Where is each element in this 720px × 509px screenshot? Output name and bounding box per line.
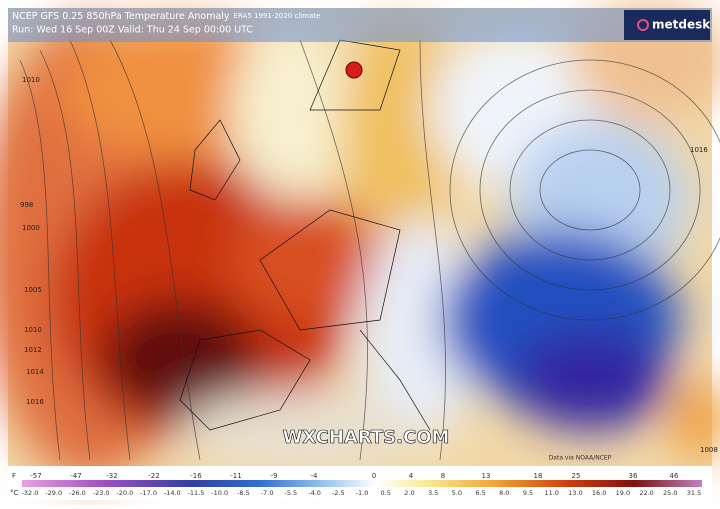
f-value: 18 — [534, 472, 543, 480]
credit: Data via NOAA/NCEP — [549, 455, 612, 462]
c-value: 0.5 — [381, 489, 391, 497]
climate: ERA5 1991-2020 climate — [234, 12, 321, 20]
c-value: -8.5 — [237, 489, 250, 497]
c-value: -17.0 — [140, 489, 157, 497]
isobars — [19, 39, 720, 461]
c-value: -10.0 — [211, 489, 228, 497]
anomaly-field — [0, 0, 720, 480]
f-value: 46 — [670, 472, 679, 480]
coastlines — [179, 39, 431, 431]
brand-logo — [637, 19, 649, 31]
watermark: WXCHARTS.COM — [283, 427, 450, 448]
c-value: 22.0 — [639, 489, 653, 497]
f-value: -47 — [70, 472, 81, 480]
c-value: 2.0 — [404, 489, 414, 497]
isobar-label: 1000 — [22, 224, 40, 232]
c-value: -2.5 — [332, 489, 345, 497]
f-value: 36 — [629, 472, 638, 480]
legend-labels: F -57 -47 -32 -22 -16 -11 -9 -4 0 4 8 13 18 25 36 46 °C -3… — [10, 472, 701, 497]
location-marker — [345, 61, 363, 79]
c-value: -11.5 — [188, 489, 205, 497]
f-value: 13 — [482, 472, 491, 480]
f-value: -32 — [106, 472, 117, 480]
c-value: 13.0 — [568, 489, 582, 497]
isobar-label: 1005 — [24, 286, 42, 294]
color-bar — [22, 480, 702, 487]
c-value: 19.0 — [616, 489, 630, 497]
header-bar — [8, 8, 712, 42]
c-value: 25.0 — [663, 489, 677, 497]
c-value: -1.0 — [356, 489, 369, 497]
f-value: -16 — [190, 472, 202, 480]
f-value: 4 — [409, 472, 414, 480]
c-value: 31.5 — [687, 489, 701, 497]
c-value: 6.5 — [475, 489, 485, 497]
f-value: 25 — [572, 472, 581, 480]
run-line: Run: Wed 16 Sep 00Z Valid: Thu 24 Sep 00… — [12, 25, 253, 36]
c-value: -7.0 — [261, 489, 274, 497]
c-value: -23.0 — [93, 489, 110, 497]
brand: metdesk — [652, 18, 711, 32]
c-value: -32.0 — [22, 489, 39, 497]
isobar-label: 1010 — [24, 326, 42, 334]
title: NCEP GFS 0.25 850hPa Temperature Anomaly — [12, 11, 230, 22]
c-value: 3.5 — [428, 489, 438, 497]
f-value: -4 — [311, 472, 319, 480]
f-unit: F — [12, 472, 16, 480]
f-value: 8 — [441, 472, 445, 480]
f-value: -11 — [230, 472, 241, 480]
isobar-labels: 1010 998 1000 1005 1010 1012 1014 1016 1016 1008 — [20, 76, 718, 454]
isobar-label: 1016 — [690, 146, 708, 154]
c-value: -26.0 — [69, 489, 86, 497]
c-value: -4.0 — [308, 489, 321, 497]
c-value: -5.5 — [285, 489, 298, 497]
c-value: -14.0 — [164, 489, 181, 497]
f-value: -9 — [271, 472, 278, 480]
isobar-label: 998 — [20, 201, 33, 209]
c-value: 9.5 — [523, 489, 533, 497]
header-title: NCEP GFS 0.25 850hPa Temperature Anomaly… — [12, 11, 320, 22]
c-value: -29.0 — [45, 489, 62, 497]
c-value: 16.0 — [592, 489, 606, 497]
c-value: -20.0 — [116, 489, 133, 497]
f-value: -22 — [148, 472, 159, 480]
isobar-label: 1014 — [26, 368, 44, 376]
isobar-label: 1010 — [22, 76, 40, 84]
isobar-label: 1016 — [26, 398, 44, 406]
f-value: -57 — [30, 472, 41, 480]
c-value: 5.0 — [452, 489, 462, 497]
f-value: 0 — [372, 472, 376, 480]
c-value: 11.0 — [544, 489, 558, 497]
c-value: 8.0 — [499, 489, 509, 497]
c-unit: °C — [10, 489, 19, 497]
isobar-label: 1012 — [24, 346, 42, 354]
isobar-label: 1008 — [700, 446, 718, 454]
